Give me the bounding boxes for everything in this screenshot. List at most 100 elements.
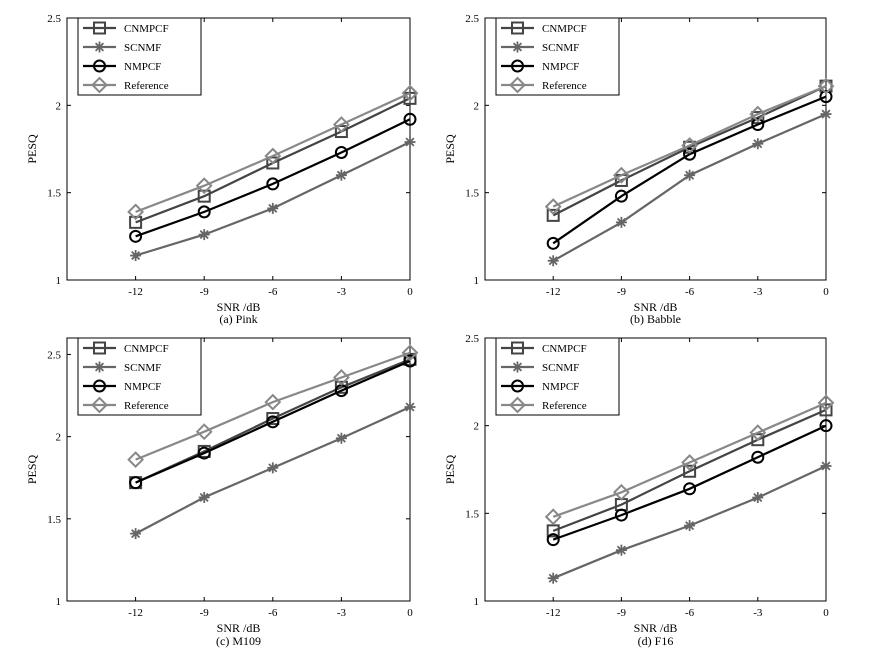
data-point-reference xyxy=(749,424,767,442)
y-tick-label: 1.5 xyxy=(47,188,61,200)
legend-marker-nmpcf xyxy=(511,59,524,73)
data-point-cnmpcf xyxy=(819,403,833,417)
plot-area xyxy=(66,17,411,281)
legend-marker-nmpcf xyxy=(93,379,106,393)
y-tick-label: 2.5 xyxy=(465,333,479,345)
x-tick-label: -9 xyxy=(617,607,627,619)
x-tick-label: -3 xyxy=(753,286,763,298)
legend-label-scnmf: SCNMF xyxy=(124,42,161,54)
y-tick-label: 2 xyxy=(56,100,62,112)
x-axis-label: SNR /dB xyxy=(634,621,678,635)
legend: CNMPCF SCNMF NMPCF Reference xyxy=(77,17,202,96)
series-line-reference xyxy=(552,401,827,518)
y-tick-label: 2.5 xyxy=(47,13,61,25)
panel-caption: (b) Babble xyxy=(630,312,681,326)
data-point-cnmpcf xyxy=(197,189,211,203)
x-tick-label: -9 xyxy=(200,607,210,619)
data-point-nmpcf xyxy=(546,236,560,250)
legend-box xyxy=(495,337,620,416)
panel-caption: (d) F16 xyxy=(638,634,674,648)
plot-area xyxy=(484,17,827,281)
x-tick-label: -6 xyxy=(268,286,278,298)
data-point-cnmpcf xyxy=(266,156,280,170)
y-axis-label: PESQ xyxy=(443,134,457,164)
x-axis-label: SNR /dB xyxy=(634,300,678,314)
x-tick-label: 0 xyxy=(407,607,413,619)
x-tick-label: -3 xyxy=(337,607,347,619)
x-tick-label: -6 xyxy=(685,607,695,619)
data-point-scnmf xyxy=(130,528,142,540)
data-point-nmpcf xyxy=(403,354,417,368)
legend-box xyxy=(77,337,202,416)
data-point-cnmpcf xyxy=(683,464,697,478)
series-line-reference xyxy=(552,85,827,208)
legend-marker-cnmpcf xyxy=(93,341,106,355)
data-point-nmpcf xyxy=(129,229,143,243)
data-point-scnmf xyxy=(198,491,210,503)
data-point-nmpcf xyxy=(129,476,143,490)
data-point-scnmf xyxy=(752,138,764,150)
legend: CNMPCF SCNMF NMPCF Reference xyxy=(495,337,620,416)
series-line-reference xyxy=(135,351,411,461)
data-point-nmpcf xyxy=(683,482,697,496)
data-point-nmpcf xyxy=(197,446,211,460)
series-line-nmpcf xyxy=(552,424,827,541)
data-point-cnmpcf xyxy=(546,524,560,538)
y-tick-label: 1.5 xyxy=(47,514,61,526)
data-point-reference xyxy=(127,203,145,221)
x-tick-label: 0 xyxy=(823,286,829,298)
data-point-nmpcf xyxy=(751,118,765,132)
data-point-reference xyxy=(681,137,699,154)
data-point-reference xyxy=(749,105,767,123)
legend-marker-scnmf xyxy=(512,361,523,373)
y-tick-label: 1 xyxy=(56,275,62,287)
data-point-scnmf xyxy=(547,572,559,584)
legend-marker-scnmf xyxy=(94,41,105,53)
y-tick-label: 2.5 xyxy=(47,349,61,361)
chart-panel-1: -12 -9 -6 -3 0 1 1.5 2 2.5 SNR /dB PESQ (a) Pink CNM… xyxy=(25,13,419,326)
legend-marker-reference xyxy=(509,76,526,94)
y-axis-label: PESQ xyxy=(25,454,39,484)
data-point-reference xyxy=(401,344,419,362)
legend-label-nmpcf: NMPCF xyxy=(542,381,579,393)
data-point-nmpcf xyxy=(614,189,628,203)
y-tick-label: 1.5 xyxy=(465,188,479,200)
series-line-nmpcf xyxy=(552,95,827,245)
x-tick-label: -12 xyxy=(546,286,561,298)
legend-label-cnmpcf: CNMPCF xyxy=(542,23,587,35)
chart-panel-3: -12 -9 -6 -3 0 1 1.5 2 2.5 SNR /dB PESQ (c) M109 CNM… xyxy=(25,337,419,648)
x-tick-label: -12 xyxy=(546,607,561,619)
y-tick-label: 2 xyxy=(474,100,480,112)
data-point-nmpcf xyxy=(197,205,211,219)
legend-marker-cnmpcf xyxy=(511,21,524,35)
y-tick-label: 1 xyxy=(474,596,480,608)
legend-label-nmpcf: NMPCF xyxy=(542,61,579,73)
legend-label-cnmpcf: CNMPCF xyxy=(124,23,169,35)
legend-marker-reference xyxy=(91,396,108,414)
x-axis-label: SNR /dB xyxy=(217,300,261,314)
legend-label-reference: Reference xyxy=(542,400,587,412)
data-point-scnmf xyxy=(130,250,142,262)
data-point-cnmpcf xyxy=(334,125,348,139)
x-tick-label: -3 xyxy=(337,286,347,298)
x-tick-label: 0 xyxy=(823,607,829,619)
data-point-reference xyxy=(264,393,282,411)
y-tick-label: 2.5 xyxy=(465,13,479,25)
data-point-scnmf xyxy=(404,401,416,413)
chart-panel-2: -12 -9 -6 -3 0 1 1.5 2 2.5 SNR /dB PESQ (b) Babble C… xyxy=(443,13,835,326)
data-point-reference xyxy=(544,508,562,526)
data-point-scnmf xyxy=(820,460,832,472)
data-point-scnmf xyxy=(684,520,696,532)
data-point-scnmf xyxy=(820,108,832,120)
data-point-reference xyxy=(195,177,213,195)
legend-label-scnmf: SCNMF xyxy=(542,362,579,374)
x-tick-label: 0 xyxy=(407,286,413,298)
legend-label-scnmf: SCNMF xyxy=(124,362,161,374)
series-line-cnmpcf xyxy=(552,85,827,217)
x-tick-label: -9 xyxy=(617,286,627,298)
y-tick-label: 1 xyxy=(474,275,480,287)
legend-marker-scnmf xyxy=(94,361,105,373)
data-point-reference xyxy=(612,483,630,501)
legend: CNMPCF SCNMF NMPCF Reference xyxy=(495,17,620,96)
